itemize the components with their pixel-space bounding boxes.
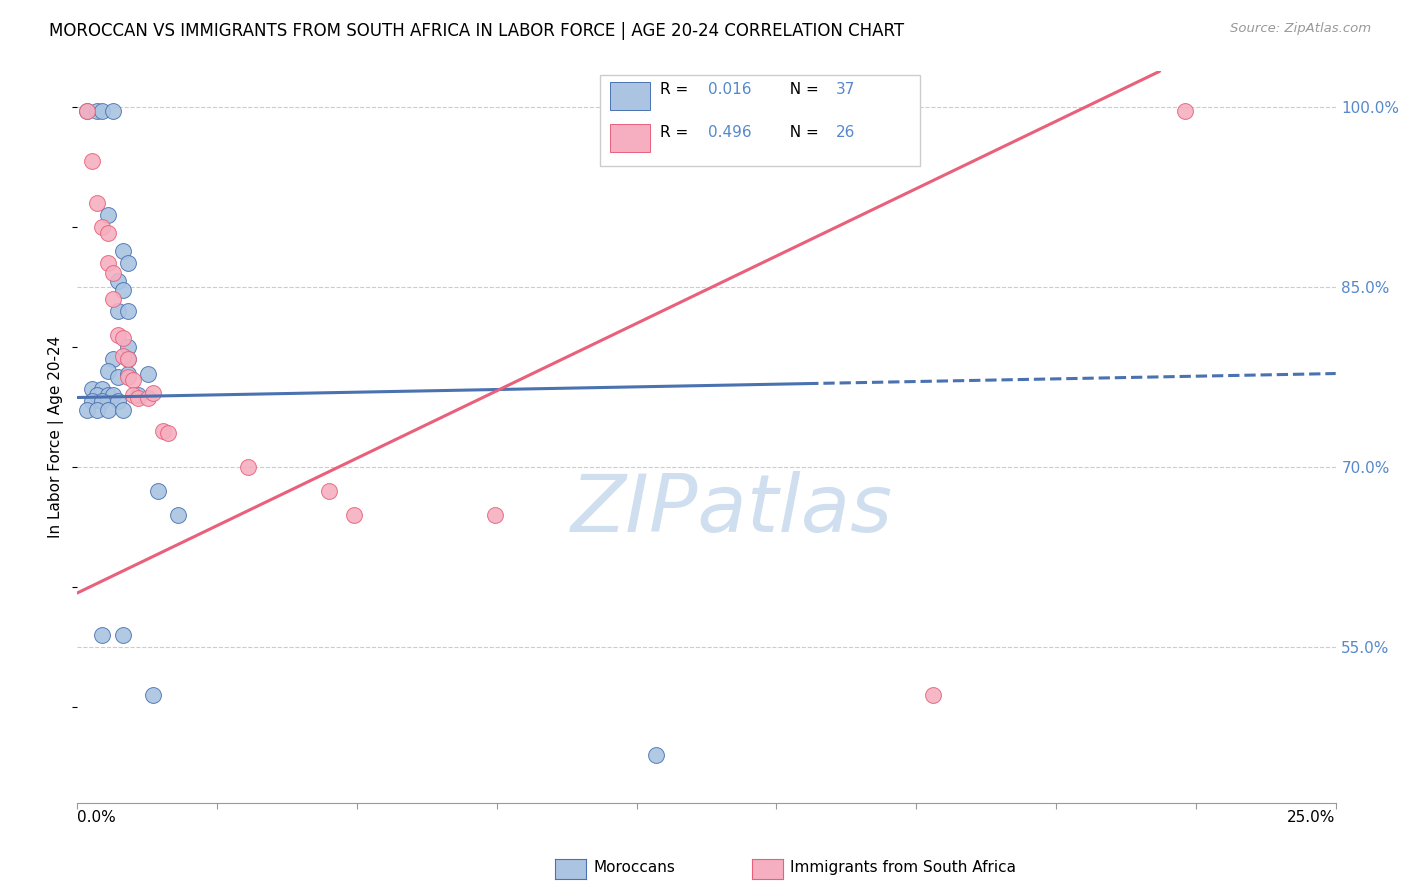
Point bbox=[922, 688, 945, 702]
Point bbox=[101, 352, 124, 367]
Text: Immigrants from South Africa: Immigrants from South Africa bbox=[790, 860, 1017, 874]
Point bbox=[1174, 103, 1197, 118]
Point bbox=[136, 367, 159, 381]
FancyBboxPatch shape bbox=[610, 82, 650, 110]
Point bbox=[127, 388, 149, 402]
Point bbox=[117, 340, 139, 354]
Point bbox=[121, 372, 143, 386]
Text: N =: N = bbox=[779, 82, 823, 97]
Point bbox=[117, 370, 139, 384]
Point bbox=[117, 367, 139, 381]
Point bbox=[86, 103, 108, 118]
Y-axis label: In Labor Force | Age 20-24: In Labor Force | Age 20-24 bbox=[48, 336, 65, 538]
Point bbox=[96, 388, 118, 402]
Text: ZIPatlas: ZIPatlas bbox=[571, 471, 893, 549]
Point bbox=[645, 747, 668, 762]
Point bbox=[127, 391, 149, 405]
Text: 0.016: 0.016 bbox=[707, 82, 751, 97]
Point bbox=[117, 256, 139, 270]
Text: 26: 26 bbox=[837, 125, 855, 140]
Point bbox=[117, 304, 139, 318]
Point bbox=[111, 244, 134, 259]
Text: 25.0%: 25.0% bbox=[1288, 810, 1336, 825]
Point bbox=[91, 628, 114, 642]
Point bbox=[107, 370, 129, 384]
Point bbox=[117, 352, 139, 367]
Point bbox=[121, 388, 143, 402]
Point bbox=[76, 402, 98, 417]
Point bbox=[484, 508, 506, 522]
Point bbox=[82, 382, 104, 396]
Point bbox=[238, 460, 260, 475]
Point bbox=[142, 385, 165, 400]
Point bbox=[152, 424, 174, 438]
Point bbox=[107, 274, 129, 288]
Point bbox=[111, 349, 134, 363]
Point bbox=[91, 220, 114, 235]
Point bbox=[101, 388, 124, 402]
Point bbox=[86, 388, 108, 402]
Point bbox=[96, 226, 118, 240]
Point bbox=[142, 688, 165, 702]
Point bbox=[107, 328, 129, 343]
Point bbox=[86, 402, 108, 417]
Point bbox=[82, 394, 104, 409]
Text: R =: R = bbox=[659, 125, 693, 140]
Point bbox=[136, 391, 159, 405]
Point bbox=[91, 382, 114, 396]
Point bbox=[156, 426, 179, 441]
Point bbox=[117, 352, 139, 367]
Point bbox=[101, 266, 124, 280]
FancyBboxPatch shape bbox=[599, 75, 921, 167]
Text: R =: R = bbox=[659, 82, 693, 97]
Point bbox=[96, 364, 118, 378]
Point bbox=[76, 103, 98, 118]
Text: 0.496: 0.496 bbox=[707, 125, 751, 140]
Point bbox=[91, 394, 114, 409]
Point bbox=[111, 330, 134, 344]
FancyBboxPatch shape bbox=[610, 124, 650, 152]
Point bbox=[91, 103, 114, 118]
Point bbox=[146, 483, 169, 498]
Point bbox=[107, 394, 129, 409]
Point bbox=[318, 483, 340, 498]
Text: Moroccans: Moroccans bbox=[593, 860, 675, 874]
Point bbox=[107, 304, 129, 318]
Point bbox=[101, 103, 124, 118]
Point bbox=[96, 256, 118, 270]
Point bbox=[343, 508, 366, 522]
Text: 37: 37 bbox=[837, 82, 855, 97]
Point bbox=[96, 208, 118, 222]
Point bbox=[111, 628, 134, 642]
Point bbox=[111, 402, 134, 417]
Point bbox=[167, 508, 190, 522]
Point bbox=[111, 283, 134, 297]
Text: Source: ZipAtlas.com: Source: ZipAtlas.com bbox=[1230, 22, 1371, 36]
Point bbox=[101, 292, 124, 306]
Point bbox=[96, 402, 118, 417]
Point bbox=[76, 103, 98, 118]
Point bbox=[86, 196, 108, 211]
Text: MOROCCAN VS IMMIGRANTS FROM SOUTH AFRICA IN LABOR FORCE | AGE 20-24 CORRELATION : MOROCCAN VS IMMIGRANTS FROM SOUTH AFRICA… bbox=[49, 22, 904, 40]
Text: N =: N = bbox=[779, 125, 823, 140]
Text: 0.0%: 0.0% bbox=[77, 810, 117, 825]
Point bbox=[82, 154, 104, 169]
